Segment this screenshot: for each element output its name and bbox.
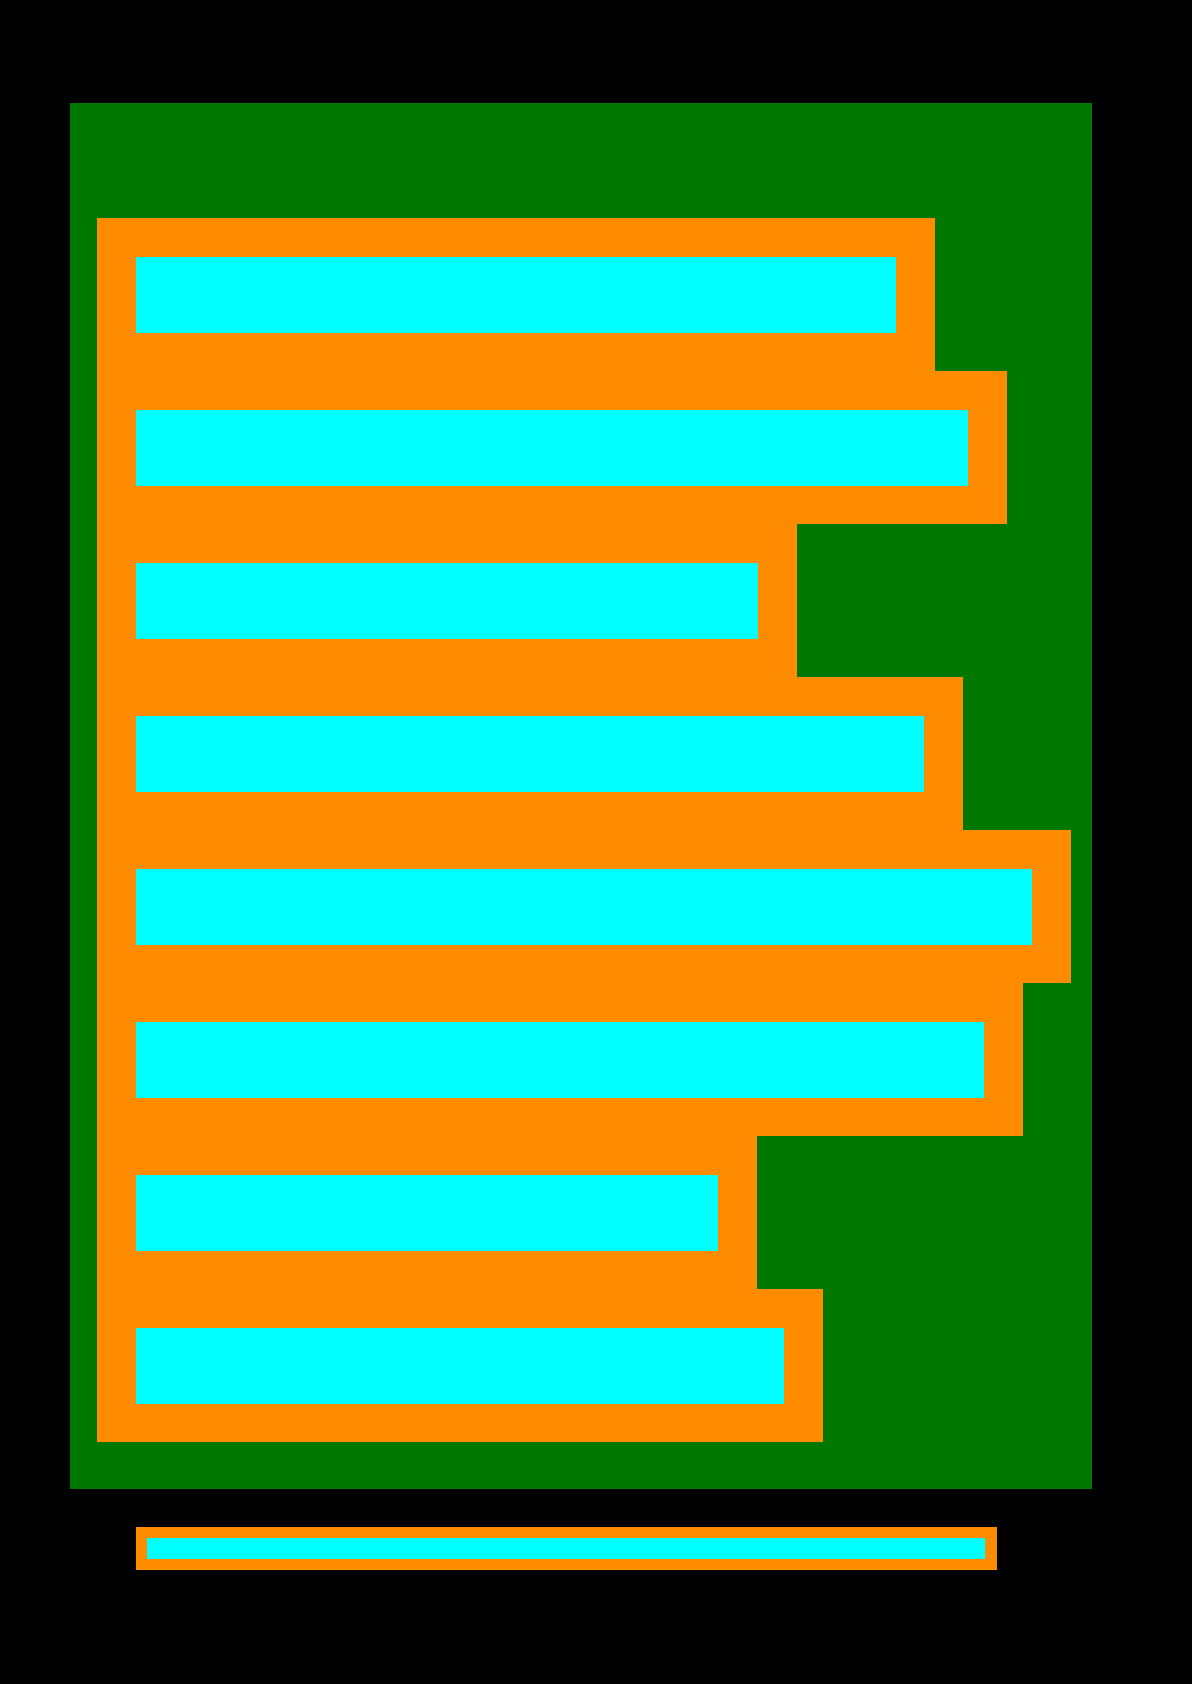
bar-row [97,677,963,830]
bar-panel [70,103,1092,1489]
bar-fill [136,563,758,639]
bar-fill [136,716,924,792]
bar-fill [136,869,1032,945]
footer-bar [136,1527,997,1570]
bar-row [97,218,935,371]
bar-fill [136,410,968,486]
bar-fill [136,257,896,333]
bar-row [97,830,1071,983]
footer-bar-fill [147,1538,985,1559]
bar-fill [136,1175,718,1251]
bar-row [97,983,1023,1136]
bar-row [97,371,1007,524]
bar-row [97,1289,823,1442]
bar-row [97,1136,757,1289]
bar-row [97,524,797,677]
bar-fill [136,1328,784,1404]
bar-fill [136,1022,984,1098]
